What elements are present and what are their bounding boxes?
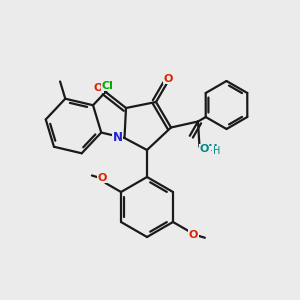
Text: Cl: Cl xyxy=(102,81,114,91)
Text: ·H: ·H xyxy=(210,146,220,157)
Text: O: O xyxy=(189,230,198,240)
Text: O: O xyxy=(94,83,103,93)
Text: O: O xyxy=(98,172,107,183)
Text: O: O xyxy=(163,74,173,84)
Text: N: N xyxy=(113,131,123,144)
Text: OH: OH xyxy=(199,144,218,154)
